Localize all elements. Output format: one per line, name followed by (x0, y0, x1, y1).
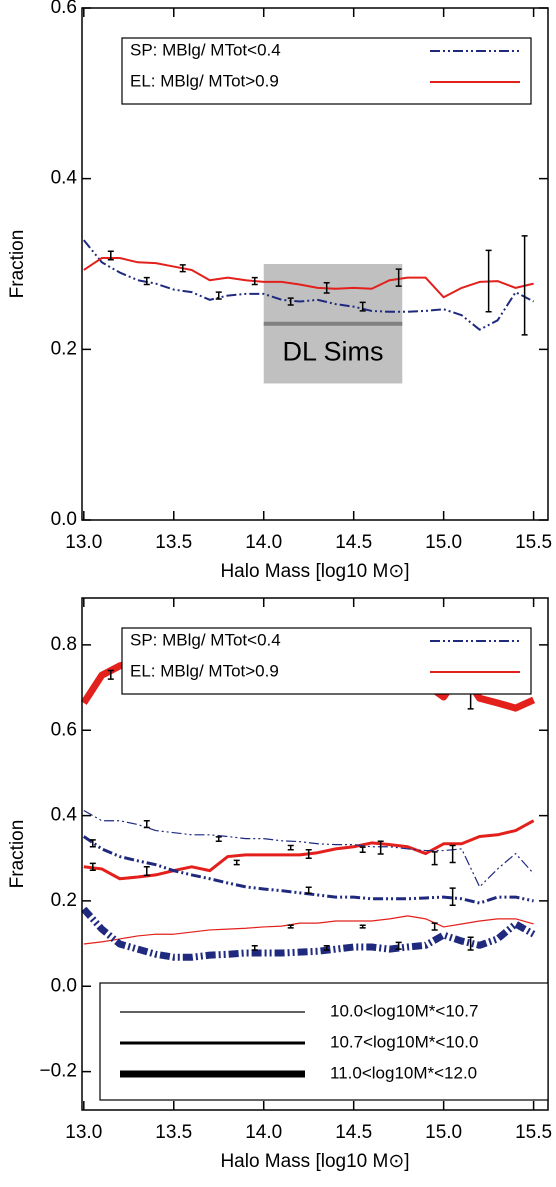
error-bar (323, 282, 330, 294)
series-line (81, 906, 536, 961)
error-bar (305, 886, 312, 895)
y-tick-label: 0.0 (51, 975, 77, 996)
x-tick-label: 15.5 (515, 532, 552, 553)
error-bar (287, 924, 294, 929)
error-bar (143, 866, 150, 877)
error-bar (287, 297, 294, 306)
x-tick-label: 15.5 (515, 1122, 552, 1143)
error-bar (449, 844, 456, 864)
error-bar (359, 846, 366, 854)
error-bar (395, 268, 402, 287)
y-tick-label: 0.0 (51, 509, 77, 530)
width-legend-label: 10.0<log10M*<10.7 (330, 1001, 478, 1020)
y-tick-label: 0.4 (51, 168, 78, 189)
plot-frame (81, 597, 549, 1111)
x-tick-label: 13.0 (65, 532, 102, 553)
y-tick-label: 0.2 (51, 338, 77, 359)
y-tick-label: 0.4 (51, 805, 78, 826)
error-bar (359, 924, 366, 929)
error-bar (233, 859, 240, 866)
error-bar (89, 839, 96, 848)
y-tick-label: 0.6 (51, 719, 77, 740)
x-tick-label: 15.0 (425, 1122, 462, 1143)
error-bar (179, 264, 186, 273)
error-bar (287, 844, 294, 851)
error-bar (377, 840, 384, 855)
y-tick-label: 0.2 (51, 890, 77, 911)
y-tick-label: 0.8 (51, 634, 77, 655)
error-bar (251, 276, 258, 286)
error-bar (143, 276, 150, 286)
error-bar (449, 887, 456, 906)
error-bar (251, 944, 258, 951)
error-bar (89, 862, 96, 871)
x-axis-label: Halo Mass [log10 M⊙] (220, 1151, 409, 1172)
y-axis-label: Fraction (7, 820, 28, 889)
width-legend-label: 10.7<log10M*<10.0 (330, 1032, 478, 1051)
x-tick-label: 13.5 (155, 532, 192, 553)
legend-label: EL: MBlg/ MTot>0.9 (130, 71, 279, 90)
error-bar (143, 819, 150, 829)
x-tick-label: 14.5 (335, 1122, 372, 1143)
legend-label: EL: MBlg/ MTot>0.9 (130, 661, 279, 680)
error-bar (431, 922, 438, 931)
x-tick-label: 14.0 (245, 532, 282, 553)
y-axis-label: Fraction (7, 230, 28, 299)
panel: DL Sims 13.0 13.5 14.0 14.5 15.0 15.5 0.0 0.2 0.4… (7, 0, 552, 582)
series-line (83, 257, 534, 299)
error-bar (107, 669, 114, 680)
legend-label: SP: MBlg/ MTot<0.4 (130, 630, 281, 649)
error-bar (215, 291, 222, 300)
y-tick-label: −0.2 (39, 1061, 77, 1082)
error-bar (215, 836, 222, 842)
error-bar (107, 250, 114, 261)
error-bar (467, 936, 474, 951)
error-bar (521, 235, 528, 336)
plot-frame (81, 7, 549, 521)
x-tick-label: 14.5 (335, 532, 372, 553)
width-legend-label: 11.0<log10M*<12.0 (330, 1063, 477, 1082)
error-bar (359, 301, 366, 312)
x-tick-label: 14.0 (245, 1122, 282, 1143)
panel: 13.0 13.5 14.0 14.5 15.0 15.5 −0.2 0.0 0.2 0.4 0.6… (7, 597, 552, 1172)
legend-box (121, 627, 532, 695)
y-tick-label: 0.6 (51, 0, 77, 18)
legend-label: SP: MBlg/ MTot<0.4 (130, 40, 281, 59)
x-tick-label: 15.0 (425, 532, 462, 553)
error-bar (305, 848, 312, 860)
band-label: DL Sims (282, 337, 383, 367)
error-bar (431, 851, 438, 866)
x-tick-label: 13.5 (155, 1122, 192, 1143)
x-tick-label: 13.0 (65, 1122, 102, 1143)
series-line (83, 239, 535, 331)
x-axis-label: Halo Mass [log10 M⊙] (220, 561, 409, 582)
error-bar (485, 249, 492, 313)
error-bar (395, 941, 402, 950)
legend-box (121, 37, 532, 105)
error-bar (323, 944, 330, 951)
series-line (83, 915, 534, 945)
